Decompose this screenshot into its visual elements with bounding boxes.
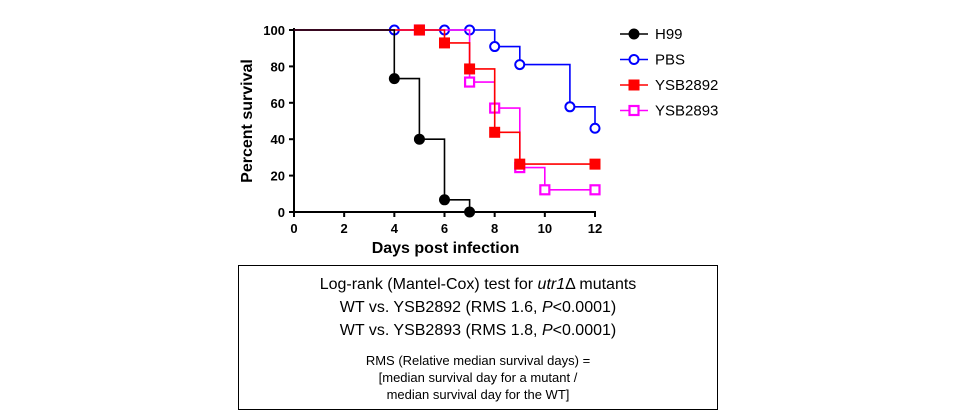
stats-title-gene: utr1 <box>537 276 566 293</box>
data-point <box>439 37 450 49</box>
x-tick-label: 6 <box>441 221 448 236</box>
data-point <box>413 24 425 36</box>
stats-line-ysb2893: WT vs. YSB2893 (RMS 1.8, P<0.0001) <box>239 319 717 342</box>
chart-axes: 0 2 4 6 8 10 12 0 20 40 60 80 100 Days post infection… <box>239 23 602 257</box>
stats-line-prefix: WT vs. YSB2893 (RMS 1.8, <box>339 322 542 339</box>
data-point <box>514 59 526 71</box>
data-point <box>514 158 526 170</box>
p-value-label: P <box>541 299 553 316</box>
data-point <box>463 76 476 88</box>
y-tick-label: 40 <box>271 132 285 147</box>
y-tick-label: 20 <box>271 169 285 184</box>
y-tick-label: 100 <box>263 23 285 38</box>
data-point <box>489 41 501 53</box>
rms-note-line: RMS (Relative median survival days) = <box>365 353 591 368</box>
rms-definition: RMS (Relative median survival days) = [m… <box>239 352 717 403</box>
data-point <box>439 194 450 206</box>
log-rank-test-box: Log-rank (Mantel-Cox) test for utr1Δ mut… <box>238 265 718 410</box>
data-point <box>464 63 476 75</box>
legend-item: PBS <box>620 52 685 69</box>
legend-label: YSB2893 <box>655 103 718 120</box>
series-ysb2893 <box>294 24 601 196</box>
x-axis-title: Days post infection <box>372 240 520 257</box>
chart-legend: H99 PBS YSB2892 YSB2893 <box>620 26 718 120</box>
data-point <box>589 184 601 196</box>
x-tick-label: 10 <box>538 221 552 236</box>
series-ysb2892 <box>294 24 601 170</box>
x-tick-label: 2 <box>341 221 348 236</box>
rms-note-line: median survival day for the WT] <box>386 387 570 402</box>
rms-note-line: [median survival day for a mutant / <box>378 370 578 385</box>
data-point <box>539 184 551 196</box>
survival-line <box>294 29 471 212</box>
survival-line <box>294 29 595 165</box>
legend-marker <box>628 104 640 117</box>
x-tick-label: 4 <box>391 221 399 236</box>
stats-title-prefix: Log-rank (Mantel-Cox) test for <box>319 276 538 293</box>
x-tick-label: 8 <box>491 221 498 236</box>
y-tick-label: 0 <box>278 205 285 220</box>
data-point <box>589 158 601 170</box>
legend-item: H99 <box>620 26 683 43</box>
data-point <box>388 73 400 85</box>
chart-series <box>294 24 601 218</box>
legend-marker <box>628 28 640 40</box>
y-tick-label: 80 <box>271 59 285 74</box>
legend-item: YSB2892 <box>620 77 718 94</box>
legend-label: PBS <box>655 52 685 69</box>
legend-item: YSB2893 <box>620 103 718 120</box>
stats-line-ysb2892: WT vs. YSB2892 (RMS 1.6, P<0.0001) <box>239 296 717 319</box>
legend-label: H99 <box>655 26 683 43</box>
x-tick-label: 0 <box>290 221 297 236</box>
legend-marker <box>628 54 640 65</box>
stats-line-suffix: <0.0001) <box>552 322 617 339</box>
stats-line-suffix: <0.0001) <box>552 299 617 316</box>
legend-marker <box>628 79 640 91</box>
x-tick-label: 12 <box>588 221 602 236</box>
data-point <box>589 122 601 134</box>
stats-title-suffix: Δ mutants <box>565 276 637 293</box>
y-tick-label: 60 <box>271 96 285 111</box>
series-h99 <box>294 29 476 218</box>
p-value-label: P <box>541 322 553 339</box>
stats-line-prefix: WT vs. YSB2892 (RMS 1.6, <box>339 299 542 316</box>
data-point <box>489 126 501 138</box>
data-point <box>564 101 576 113</box>
data-point <box>464 206 476 218</box>
legend-label: YSB2892 <box>655 77 718 94</box>
data-point <box>413 133 425 145</box>
y-axis-title: Percent survival <box>239 59 256 183</box>
survival-chart: 0 2 4 6 8 10 12 0 20 40 60 80 100 Days post infection… <box>239 23 718 257</box>
stats-title: Log-rank (Mantel-Cox) test for utr1Δ mut… <box>239 273 717 296</box>
